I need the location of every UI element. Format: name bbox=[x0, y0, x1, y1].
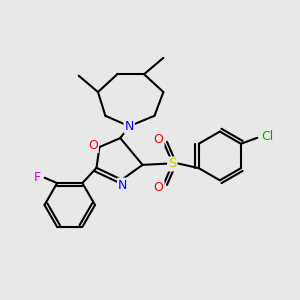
Text: O: O bbox=[88, 139, 98, 152]
Text: Cl: Cl bbox=[261, 130, 273, 143]
Text: S: S bbox=[168, 158, 176, 170]
Text: O: O bbox=[154, 181, 164, 194]
Text: F: F bbox=[34, 171, 41, 184]
Text: N: N bbox=[124, 120, 134, 133]
Text: N: N bbox=[118, 178, 127, 192]
Text: O: O bbox=[154, 133, 164, 146]
